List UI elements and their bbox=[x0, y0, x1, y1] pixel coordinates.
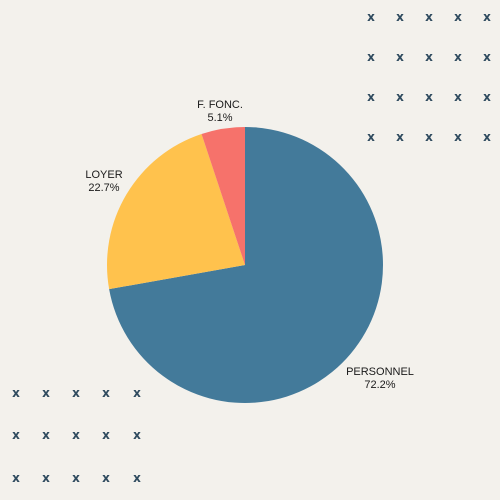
pie-slice-f-fonc bbox=[201, 127, 245, 265]
decor-x-mark: x bbox=[483, 10, 491, 24]
decor-x-mark: x bbox=[425, 130, 433, 144]
decor-x-mark: x bbox=[133, 428, 141, 442]
slice-pct-loyer: 22.7% bbox=[88, 182, 119, 194]
slice-pct-personnel: 72.2% bbox=[364, 379, 395, 391]
decor-x-mark: x bbox=[133, 471, 141, 485]
decor-x-mark: x bbox=[102, 386, 110, 400]
decor-x-mark: x bbox=[12, 471, 20, 485]
decor-x-mark: x bbox=[425, 90, 433, 104]
decor-x-mark: x bbox=[133, 386, 141, 400]
decor-x-mark: x bbox=[72, 471, 80, 485]
decor-x-mark: x bbox=[102, 471, 110, 485]
decor-x-mark: x bbox=[102, 428, 110, 442]
decor-x-mark: x bbox=[367, 130, 375, 144]
decor-x-mark: x bbox=[483, 90, 491, 104]
decor-x-mark: x bbox=[12, 386, 20, 400]
decorative-x-patterns: x x x x x x x x x x x x x x x x x x x x x x x x x x x x x x x x x x x bbox=[12, 10, 491, 485]
pie-slice-loyer bbox=[106, 134, 246, 290]
decor-x-mark: x bbox=[483, 50, 491, 64]
decor-x-mark: x bbox=[396, 10, 404, 24]
pie-slice-personnel bbox=[109, 127, 384, 403]
pie-slices bbox=[106, 127, 384, 403]
pie-labels: PERSONNEL 72.2% LOYER 22.7% F. FONC. 5.1… bbox=[85, 99, 414, 391]
decor-x-mark: x bbox=[72, 428, 80, 442]
decor-x-mark: x bbox=[42, 428, 50, 442]
decor-x-mark: x bbox=[425, 10, 433, 24]
decor-x-mark: x bbox=[72, 386, 80, 400]
decor-x-mark: x bbox=[483, 130, 491, 144]
slice-label-personnel: PERSONNEL bbox=[346, 366, 414, 378]
slice-pct-f-fonc: 5.1% bbox=[207, 112, 232, 124]
decor-x-mark: x bbox=[454, 50, 462, 64]
decor-x-mark: x bbox=[367, 10, 375, 24]
decor-x-mark: x bbox=[367, 90, 375, 104]
decor-x-mark: x bbox=[454, 10, 462, 24]
slice-label-f-fonc: F. FONC. bbox=[197, 99, 243, 111]
decor-x-mark: x bbox=[367, 50, 375, 64]
decor-x-mark: x bbox=[12, 428, 20, 442]
decor-x-mark: x bbox=[454, 90, 462, 104]
decor-x-mark: x bbox=[42, 386, 50, 400]
decor-x-mark: x bbox=[396, 90, 404, 104]
decor-x-mark: x bbox=[396, 130, 404, 144]
decor-x-mark: x bbox=[425, 50, 433, 64]
decor-x-mark: x bbox=[42, 471, 50, 485]
slice-label-loyer: LOYER bbox=[85, 169, 122, 181]
decor-x-mark: x bbox=[396, 50, 404, 64]
decor-x-mark: x bbox=[454, 130, 462, 144]
